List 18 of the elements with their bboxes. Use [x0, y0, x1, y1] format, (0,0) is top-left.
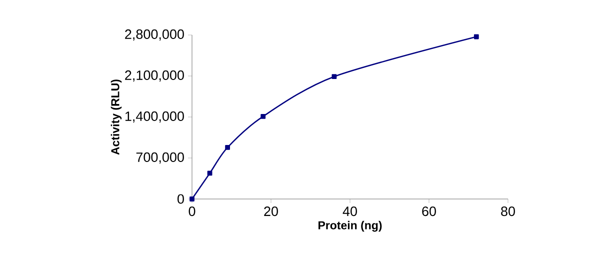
point: [225, 145, 230, 150]
point: [207, 170, 212, 176]
x-tick-label: 40: [342, 206, 357, 216]
y-tick-label: 0: [178, 194, 184, 204]
y-tick-label: 700,000: [136, 152, 184, 164]
y-axis-title: Activity (RLU): [110, 80, 122, 155]
point: [260, 114, 266, 119]
x-tick-label: 80: [501, 206, 515, 216]
y-tick-label: 2,800,000: [125, 29, 184, 41]
point: [474, 34, 479, 40]
point: [332, 74, 337, 80]
x-axis-title: Protein (ng): [318, 220, 382, 232]
x-tick-label: 0: [188, 206, 196, 216]
y-tick-label: 1,400,000: [125, 111, 184, 123]
y-tick-label: 2,100,000: [125, 70, 184, 82]
x-tick-label: 60: [422, 206, 436, 216]
point: [190, 196, 194, 202]
x-tick-label: 20: [264, 206, 278, 216]
